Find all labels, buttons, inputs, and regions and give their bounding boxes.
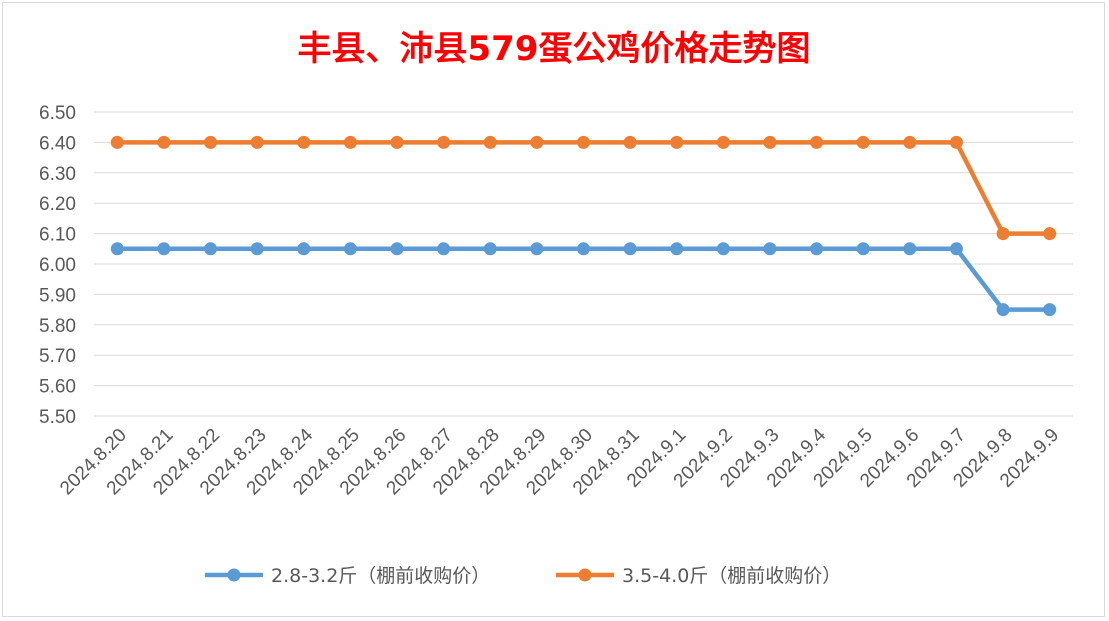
data-point [577, 242, 590, 256]
data-point [343, 135, 357, 149]
legend-marker [227, 568, 241, 582]
data-point [670, 135, 684, 149]
chart-title: 丰县、沛县579蛋公鸡价格走势图 [298, 29, 811, 69]
y-tick-label: 6.10 [39, 225, 76, 246]
y-tick-label: 6.40 [39, 133, 76, 154]
y-tick-label: 6.50 [39, 103, 76, 124]
data-point [670, 242, 684, 256]
data-point [1043, 227, 1057, 241]
data-point [250, 242, 264, 256]
data-point [856, 242, 870, 256]
y-tick-label: 5.70 [39, 346, 76, 367]
legend-item: 2.8-3.2斤（棚前收购价） [205, 565, 490, 587]
data-point [110, 135, 124, 149]
y-tick-label: 5.80 [39, 316, 76, 337]
data-point [250, 135, 264, 149]
data-point [996, 303, 1010, 317]
data-point [157, 135, 171, 149]
data-point [903, 135, 917, 149]
data-point [157, 242, 171, 256]
data-point [716, 135, 730, 149]
data-point [810, 242, 824, 256]
data-point [810, 135, 824, 149]
data-point [856, 135, 870, 149]
data-point [437, 135, 451, 149]
data-point [483, 242, 497, 256]
data-point [763, 242, 777, 256]
series-layer [110, 135, 1057, 317]
legend-label: 3.5-4.0斤（棚前收购价） [622, 565, 841, 587]
legend-item: 3.5-4.0斤（棚前收购价） [556, 565, 841, 587]
data-point [437, 242, 451, 256]
series-line [115, 246, 1052, 312]
y-axis-ticks: 6.50 6.40 6.30 6.20 6.10 6.00 5.90 5.80 5.70 5.60… [39, 103, 76, 428]
data-point [390, 242, 404, 256]
x-axis-ticks: 2024.8.202024.8.212024.8.222024.8.232024… [56, 424, 1063, 499]
y-tick-label: 6.30 [39, 164, 76, 185]
legend-marker [578, 568, 592, 582]
y-tick-label: 6.00 [39, 255, 76, 276]
data-point [996, 227, 1010, 241]
y-tick-label: 5.50 [39, 407, 76, 428]
series-line [115, 140, 1052, 236]
series-2 [110, 135, 1057, 241]
data-point [297, 242, 311, 256]
y-tick-label: 5.60 [39, 377, 76, 398]
series-1 [110, 242, 1057, 317]
data-point [1043, 303, 1057, 317]
data-point [343, 242, 357, 256]
data-point [530, 242, 544, 256]
data-point [390, 135, 404, 149]
data-point [949, 135, 963, 149]
data-point [483, 135, 497, 149]
data-point [110, 242, 124, 256]
legend: 2.8-3.2斤（棚前收购价） 3.5-4.0斤（棚前收购价） [205, 565, 841, 587]
data-point [297, 135, 311, 149]
data-point [716, 242, 730, 256]
y-tick-label: 6.20 [39, 194, 76, 215]
legend-label: 2.8-3.2斤（棚前收购价） [271, 565, 490, 587]
data-point [577, 135, 590, 149]
gridlines [94, 111, 1073, 417]
data-point [204, 135, 218, 149]
data-point [763, 135, 777, 149]
data-point [623, 135, 637, 149]
data-point [623, 242, 637, 256]
y-tick-label: 5.90 [39, 285, 76, 306]
data-point [530, 135, 544, 149]
data-point [204, 242, 218, 256]
data-point [903, 242, 917, 256]
data-point [949, 242, 963, 256]
